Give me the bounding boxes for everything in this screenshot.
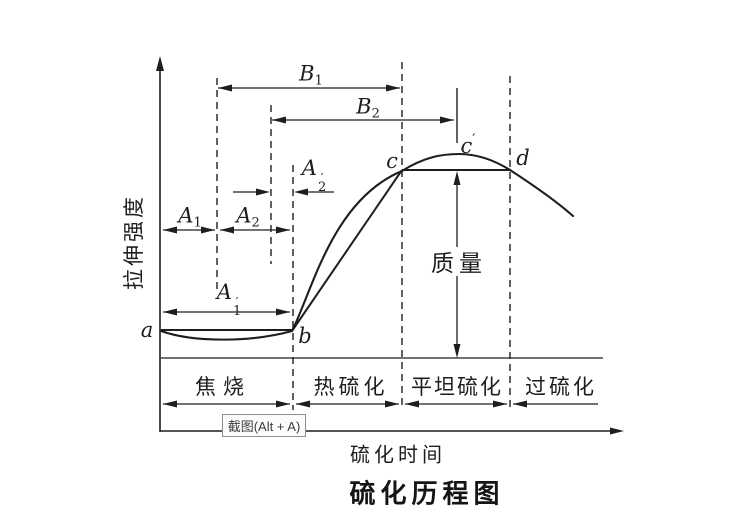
point-label-c: c bbox=[386, 149, 398, 173]
dim-label-B2: B2 bbox=[356, 95, 380, 122]
dim-A2-arrow bbox=[220, 226, 290, 234]
vulcanization-curve bbox=[159, 152, 575, 341]
dim-A2p-base: A bbox=[301, 156, 317, 180]
dim-B2-arrow bbox=[272, 116, 454, 124]
screenshot-button[interactable]: 截图(Alt + A) bbox=[222, 414, 306, 437]
phase-span-arrows bbox=[163, 400, 598, 408]
prime-mark: ′ bbox=[472, 132, 476, 148]
segment-b-c bbox=[291, 169, 403, 332]
dashed-guides bbox=[216, 62, 511, 410]
phase-label-hot-cure: 热硫化 bbox=[313, 376, 389, 399]
dim-B1-sub: 1 bbox=[314, 73, 323, 89]
dim-A1p-prime: ′ bbox=[235, 295, 239, 309]
dim-A2p-arrow bbox=[233, 188, 334, 196]
phase-label-plateau: 平坦硫化 bbox=[411, 376, 503, 399]
dim-A1p-arrow bbox=[163, 308, 290, 316]
phase-label-over-cure: 过硫化 bbox=[525, 376, 597, 399]
dim-A1p-base: A bbox=[216, 280, 232, 304]
dim-B2-base: B bbox=[356, 94, 372, 119]
point-label-b: b bbox=[298, 324, 312, 348]
dim-A2-sub: 2 bbox=[251, 215, 260, 231]
dim-A1p-sub: 1 bbox=[232, 304, 242, 319]
point-label-d: d bbox=[516, 146, 530, 170]
dim-label-A2-prime: A ′ 2 bbox=[301, 156, 327, 195]
dim-A1-sub: 1 bbox=[193, 215, 202, 231]
dim-A1-base: A bbox=[178, 203, 194, 228]
dim-label-A2: A2 bbox=[236, 204, 259, 231]
dim-A1-arrow bbox=[163, 226, 215, 234]
dim-B1-arrow bbox=[218, 84, 400, 92]
dim-A2p-prime: ′ bbox=[320, 171, 324, 185]
phase-span-plateau bbox=[405, 400, 507, 408]
phase-span-over-cure bbox=[513, 400, 598, 408]
figure-title: 硫化历程图 bbox=[349, 478, 505, 509]
y-axis-label: 拉伸强度 bbox=[123, 194, 146, 290]
phase-label-scorch: 焦烧 bbox=[195, 376, 251, 399]
point-c-prime-base: c bbox=[460, 134, 473, 158]
dim-label-B1: B1 bbox=[299, 62, 323, 89]
dim-A2p-sub: 2 bbox=[317, 180, 327, 195]
dim-quality-arrow bbox=[453, 171, 461, 358]
dim-label-A1: A1 bbox=[178, 204, 201, 231]
dim-label-A1-prime: A ′ 1 bbox=[216, 280, 242, 319]
dim-B1-base: B bbox=[299, 61, 315, 86]
y-axis bbox=[156, 56, 164, 432]
phase-span-hot-cure bbox=[296, 400, 399, 408]
phase-span-scorch bbox=[163, 400, 290, 408]
dim-A2-base: A bbox=[236, 203, 252, 228]
quality-label: 质量 bbox=[431, 250, 487, 276]
dim-B2-sub: 2 bbox=[371, 106, 380, 122]
straight-segments bbox=[161, 169, 510, 332]
point-label-a: a bbox=[140, 318, 154, 342]
point-label-c-prime: c′ bbox=[461, 132, 476, 158]
x-axis-label: 硫化时间 bbox=[350, 444, 446, 467]
